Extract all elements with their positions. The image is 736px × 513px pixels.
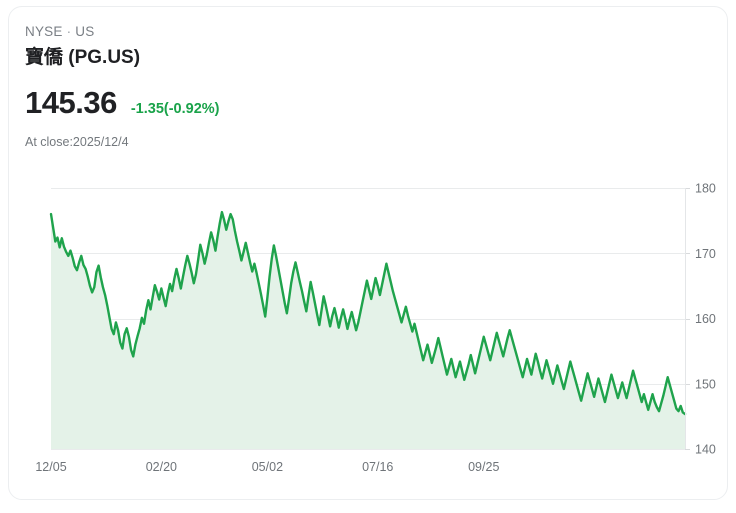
exchange-label: NYSE	[25, 24, 63, 39]
y-axis-tick-label: 170	[695, 247, 716, 261]
price-line	[49, 210, 687, 416]
price-row: 145.36 -1.35(-0.92%)	[25, 85, 219, 121]
x-axis-tick-label: 02/20	[146, 460, 177, 474]
current-price: 145.36	[25, 85, 117, 120]
y-axis-tick-label: 160	[695, 312, 716, 326]
y-axis-tick-label: 140	[695, 443, 716, 457]
x-axis-tick-label: 09/25	[468, 460, 499, 474]
x-axis-tick-label: 12/05	[35, 460, 66, 474]
x-axis-labels: 12/05 02/20 05/02 07/16 09/25	[35, 460, 499, 474]
x-axis-tick-label: 05/02	[252, 460, 283, 474]
price-chart[interactable]: 180 170 160 150 140 12/05 02/20 05/02 07/16 09/2…	[9, 167, 727, 487]
at-close-timestamp: At close:2025/12/4	[25, 135, 129, 149]
y-axis-tick-label: 150	[695, 377, 716, 391]
region-label: US	[75, 24, 95, 39]
exchange-region-row: NYSE · US	[25, 23, 219, 41]
y-axis-tick-label: 180	[695, 182, 716, 196]
y-axis-labels: 180 170 160 150 140	[695, 182, 716, 457]
price-change: -1.35(-0.92%)	[130, 101, 220, 117]
page-title: 寶僑 (PG.US)	[25, 47, 141, 68]
price-area-fill	[51, 212, 685, 449]
stock-quote-card: NYSE · US 寶僑 (PG.US) 145.36 -1.35(-0.92%) …	[8, 6, 728, 500]
quote-header: NYSE · US 寶僑 (PG.US) 145.36 -1.35(-0.92%) …	[25, 23, 219, 150]
x-axis-tick-label: 07/16	[362, 460, 393, 474]
price-chart-svg[interactable]: 180 170 160 150 140 12/05 02/20 05/02 07/16 09/2…	[9, 167, 727, 487]
exchange-separator: ·	[66, 24, 72, 39]
